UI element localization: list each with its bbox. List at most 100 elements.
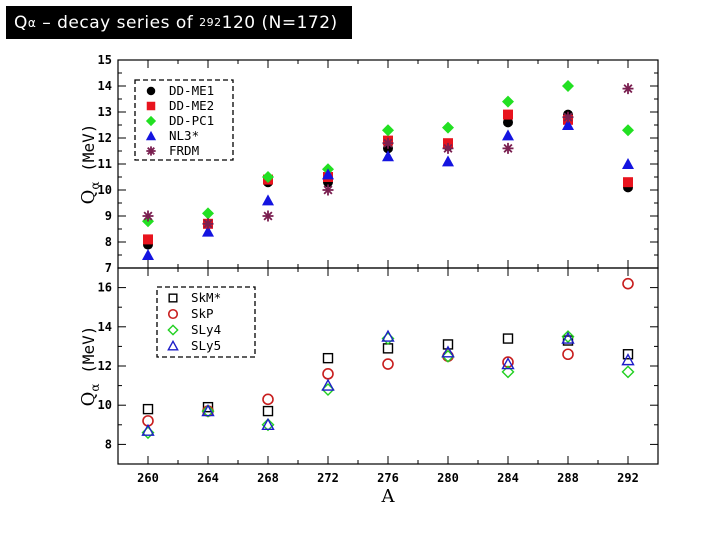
- data-point: [322, 352, 334, 364]
- y-tick-label: 13: [98, 105, 112, 119]
- x-tick-label: 276: [377, 471, 399, 485]
- data-point: [262, 393, 274, 406]
- data-point: [322, 184, 334, 196]
- data-point: [142, 210, 154, 222]
- data-point: [381, 329, 395, 342]
- legend-box: [156, 286, 256, 358]
- data-point: [382, 137, 394, 149]
- data-point: [561, 331, 575, 344]
- data-point: [562, 119, 574, 130]
- data-point: [622, 349, 634, 360]
- legend-marker: [167, 324, 179, 336]
- data-point: [622, 277, 634, 290]
- x-tick-label: 268: [257, 471, 279, 485]
- legend-box: [134, 79, 234, 161]
- data-point: [382, 358, 394, 370]
- data-point: [143, 234, 153, 245]
- y-tick-label: 14: [98, 320, 112, 334]
- x-tick-label: 264: [197, 471, 219, 485]
- legend-marker: [167, 339, 179, 351]
- panel-bottom: 8 10 12 14 16 260 264 268 272 276 280 284 288 292 Qα (…: [78, 267, 659, 507]
- data-point: [262, 171, 274, 183]
- series-skm-: [142, 333, 634, 417]
- data-point: [622, 83, 634, 95]
- legend-label: DD-ME1: [169, 83, 214, 98]
- data-point: [622, 124, 634, 137]
- data-point: [442, 155, 454, 167]
- legend-marker: [146, 86, 156, 96]
- legend-marker: [146, 146, 156, 156]
- y-tick-label: 8: [105, 235, 112, 249]
- data-point: [562, 80, 574, 92]
- legend-label: SkM*: [191, 290, 221, 305]
- y-axis-label: Qα (MeV): [78, 326, 102, 407]
- data-point: [562, 111, 574, 123]
- legend-marker: [145, 115, 157, 127]
- data-point: [141, 423, 155, 436]
- title-superscript: 292: [199, 16, 222, 29]
- y-tick-label: 16: [98, 281, 112, 295]
- x-axis-label: A: [381, 486, 396, 507]
- data-point: [142, 249, 154, 260]
- y-tick-label: 7: [105, 261, 112, 275]
- data-point: [442, 142, 454, 154]
- y-tick-label: 15: [98, 53, 112, 67]
- y-tick-label: 10: [98, 183, 112, 197]
- data-point: [321, 378, 335, 391]
- data-point: [502, 333, 514, 344]
- data-point: [621, 365, 635, 379]
- data-point: [503, 109, 513, 120]
- data-point: [382, 343, 394, 354]
- legend-label: SLy5: [191, 338, 221, 353]
- legend-label: NL3*: [169, 128, 199, 143]
- y-tick-label: 9: [105, 209, 112, 223]
- data-point: [562, 348, 574, 361]
- data-point: [262, 210, 274, 222]
- legend-label: DD-ME2: [169, 98, 214, 113]
- panel-top: 7 8 9 10 11 12 13 14 15 Qα (MeV) DD-ME1DD-ME2DD-PC…: [78, 53, 659, 275]
- y-axis-label: Qα (MeV): [78, 124, 102, 205]
- data-point: [202, 207, 214, 220]
- legend-label: DD-PC1: [169, 113, 214, 128]
- legend-marker: [168, 293, 178, 303]
- data-point: [322, 168, 334, 180]
- data-point: [502, 95, 514, 108]
- series-sly5: [141, 329, 635, 436]
- data-point: [442, 339, 454, 350]
- data-point: [561, 330, 575, 344]
- x-tick-label: 280: [437, 471, 459, 485]
- data-point: [262, 194, 274, 206]
- data-point: [503, 117, 513, 128]
- title-suffix: 120 (N=172): [221, 12, 338, 33]
- series-nl3-: [142, 119, 634, 260]
- data-point: [441, 345, 455, 358]
- legend-marker: [146, 101, 156, 111]
- y-tick-label: 8: [105, 437, 112, 451]
- data-point: [201, 404, 215, 417]
- x-tick-label: 284: [497, 471, 519, 485]
- x-tick-label: 272: [317, 471, 339, 485]
- data-point: [502, 142, 514, 154]
- data-point: [261, 417, 275, 430]
- data-point: [502, 129, 514, 141]
- y-tick-label: 14: [98, 79, 112, 93]
- legend-label: SLy4: [191, 322, 221, 337]
- series-frdm: [142, 83, 634, 230]
- data-point: [202, 218, 214, 230]
- title-alpha: α: [27, 15, 37, 30]
- y-tick-label: 11: [98, 157, 112, 171]
- data-point: [322, 368, 334, 380]
- data-point: [623, 177, 633, 188]
- data-point: [382, 150, 394, 162]
- legend-label: FRDM: [169, 143, 199, 158]
- y-tick-label: 12: [98, 359, 112, 373]
- legend-marker: [145, 130, 157, 141]
- y-tick-label: 12: [98, 131, 112, 145]
- data-point: [142, 403, 154, 415]
- data-point: [501, 365, 515, 379]
- data-point: [622, 158, 634, 169]
- title-q: Q: [14, 12, 28, 33]
- data-point: [261, 418, 275, 432]
